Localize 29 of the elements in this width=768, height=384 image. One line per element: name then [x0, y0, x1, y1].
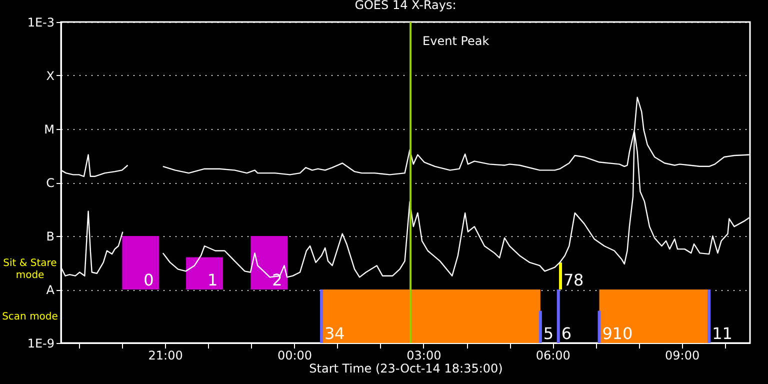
- text: Scan mode: [2, 311, 58, 322]
- x-tick-label: 06:00: [536, 348, 570, 362]
- annotation: 9: [602, 324, 612, 343]
- annotation: 10: [612, 324, 633, 343]
- x-tick-label: 09:00: [665, 348, 700, 362]
- y-tick-label: M: [44, 122, 54, 136]
- x-tick-label: 03:00: [406, 348, 442, 362]
- y-tick-label: B: [46, 230, 54, 244]
- annotation: 7: [564, 270, 574, 290]
- annotation: 2: [272, 270, 282, 290]
- y-tick-label: C: [46, 176, 54, 190]
- y-tick-label: A: [46, 283, 56, 297]
- x-tick-label: 21:00: [148, 348, 183, 362]
- annotation: 4: [334, 324, 345, 343]
- text: Sit & Stare mode: [3, 258, 57, 281]
- annotation: 3: [324, 324, 335, 343]
- y-tick-label: 1E-9: [27, 336, 54, 350]
- annotation: 11: [712, 324, 732, 343]
- annotation: 5: [543, 324, 554, 343]
- y-tick-label: X: [46, 69, 54, 83]
- annotation: 0: [144, 270, 154, 290]
- x-axis-title: Start Time (23-Oct-14 18:35:00): [309, 362, 503, 376]
- y-tick-label: 1E-3: [27, 16, 54, 30]
- ref-line-label: Event Peak: [422, 34, 490, 48]
- chart-title: GOES 14 X-Rays:: [354, 0, 456, 12]
- annotation: 6: [561, 324, 572, 343]
- annotation: 8: [574, 270, 584, 290]
- x-tick-label: 00:00: [277, 348, 312, 362]
- annotation: 1: [208, 270, 218, 290]
